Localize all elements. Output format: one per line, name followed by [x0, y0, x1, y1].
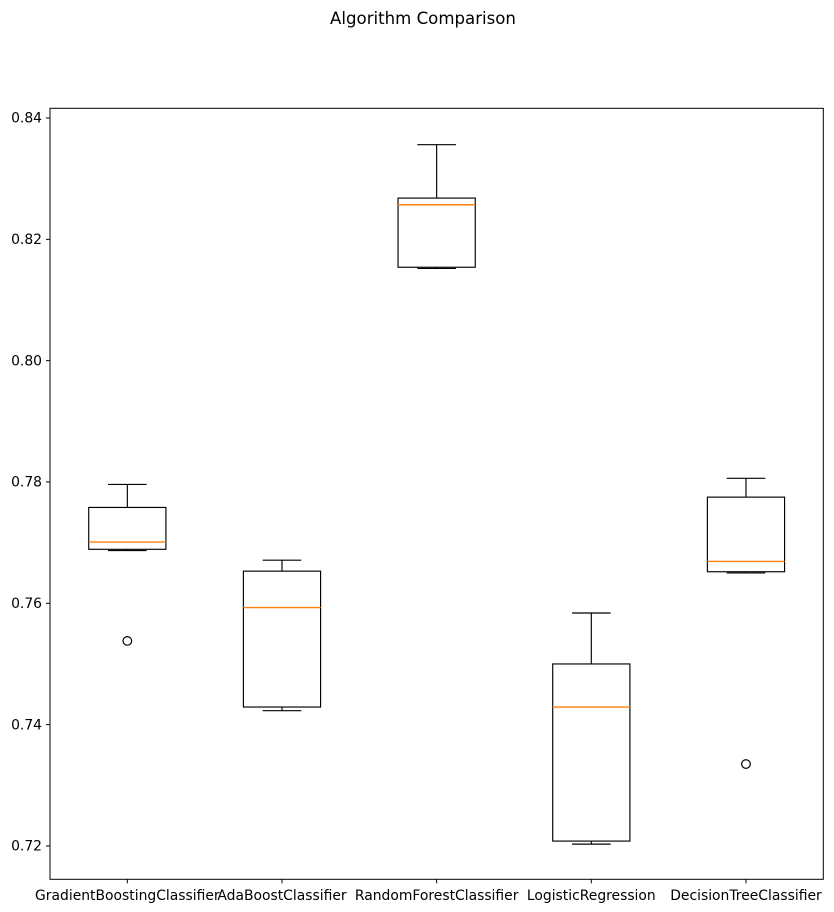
- iqr-box: [706, 496, 786, 573]
- x-tick-label: LogisticRegression: [527, 888, 656, 904]
- y-tick-label: 0.72: [11, 839, 42, 855]
- iqr-box: [397, 197, 476, 268]
- y-tick-label: 0.74: [11, 717, 42, 733]
- y-tick-label: 0.80: [11, 353, 42, 369]
- y-tick-label: 0.82: [11, 232, 42, 248]
- iqr-box: [242, 570, 322, 708]
- chart-title: Algorithm Comparison: [330, 9, 516, 28]
- x-tick-label: GradientBoostingClassifier: [35, 888, 220, 904]
- y-tick-label: 0.78: [11, 475, 42, 491]
- outlier-point: [741, 759, 751, 769]
- iqr-box: [552, 663, 631, 842]
- x-tick-label: RandomForestClassifier: [355, 888, 519, 904]
- x-tick-label: DecisionTreeClassifier: [670, 888, 822, 904]
- iqr-box: [88, 506, 167, 550]
- y-tick-label: 0.84: [11, 111, 42, 127]
- x-tick-label: AdaBoostClassifier: [217, 888, 346, 904]
- axes-frame: [49, 107, 824, 880]
- y-tick-label: 0.76: [11, 596, 42, 612]
- plot-area: 0.72 0.74 0.76 0.78 0.80 0.82 0.84 GradientBoos…: [11, 107, 824, 904]
- outlier-point: [122, 636, 133, 646]
